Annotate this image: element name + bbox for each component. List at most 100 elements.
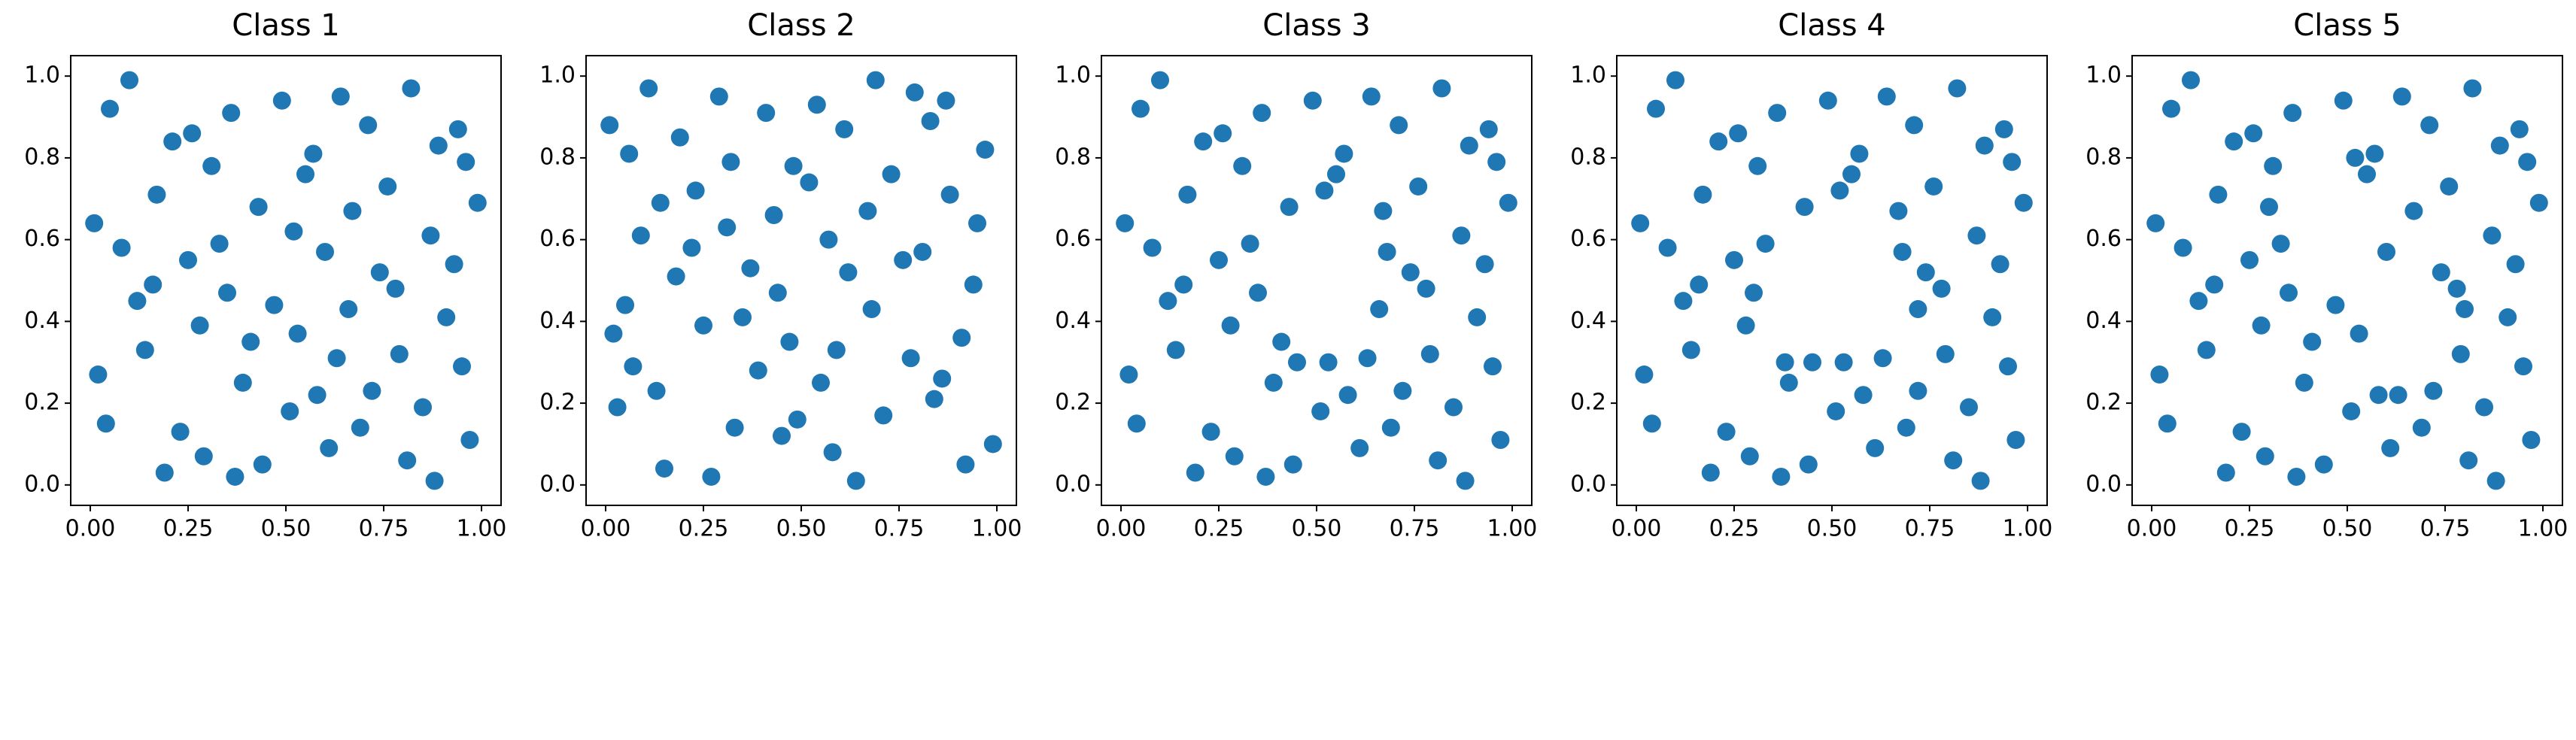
- point: [2369, 386, 2388, 405]
- point: [1740, 447, 1759, 466]
- point: [2314, 455, 2333, 474]
- y-tick-label: 1.0: [2085, 62, 2122, 89]
- point: [1967, 226, 1986, 245]
- x-tick-label: 0.75: [359, 516, 409, 542]
- point: [2483, 226, 2502, 245]
- x-tick-label: 0.50: [1292, 516, 1342, 542]
- point: [1487, 153, 1506, 171]
- point: [788, 410, 807, 429]
- point: [1174, 275, 1193, 294]
- point: [894, 250, 913, 269]
- point: [1452, 226, 1471, 245]
- point: [1748, 156, 1767, 175]
- point: [1994, 120, 2013, 138]
- point: [702, 467, 721, 486]
- point: [89, 365, 108, 384]
- point: [952, 329, 971, 347]
- subplot: Class 3 0.00 0.25 0.50 0.75 1.00 0.0 0.2 0.4 0.6 0…: [1055, 8, 1537, 542]
- point: [1756, 235, 1775, 253]
- y-tick-label: 0.2: [2085, 390, 2122, 416]
- point: [1429, 451, 1447, 470]
- point: [1776, 353, 1794, 372]
- point: [1803, 353, 1821, 372]
- point: [448, 120, 467, 138]
- point: [2346, 148, 2365, 167]
- point: [222, 104, 241, 123]
- point: [398, 451, 417, 470]
- y-tick-label: 0.6: [1055, 226, 1091, 252]
- point: [819, 230, 838, 249]
- point: [179, 250, 197, 269]
- point: [163, 132, 182, 151]
- point: [2456, 300, 2474, 319]
- point: [1143, 238, 1162, 257]
- y-tick-label: 0.8: [24, 144, 60, 170]
- point: [1283, 455, 1302, 474]
- x-tick-label: 0.75: [874, 516, 925, 542]
- point: [331, 87, 350, 106]
- point: [866, 71, 885, 89]
- point: [749, 361, 767, 380]
- point: [316, 242, 334, 261]
- point: [1745, 284, 1763, 302]
- point: [1374, 202, 1393, 220]
- point: [2404, 202, 2423, 220]
- point: [2334, 91, 2353, 110]
- y-tick-label: 1.0: [1055, 62, 1091, 89]
- point: [2350, 324, 2368, 343]
- point: [655, 459, 673, 478]
- point: [1417, 279, 1435, 298]
- point: [1420, 344, 1439, 363]
- point: [1893, 242, 1912, 261]
- point: [210, 235, 229, 253]
- point: [272, 91, 291, 110]
- point: [1303, 91, 1322, 110]
- y-tick-label: 0.0: [539, 471, 576, 497]
- point: [1658, 238, 1677, 257]
- point: [390, 344, 409, 363]
- point: [1499, 193, 1517, 212]
- x-tick-label: 1.00: [2003, 516, 2053, 542]
- x-tick-label: 0.25: [2225, 516, 2275, 542]
- point: [1280, 198, 1299, 217]
- point: [2216, 463, 2235, 482]
- point: [370, 263, 389, 282]
- point: [2225, 132, 2243, 151]
- point: [194, 447, 213, 466]
- point: [784, 156, 803, 175]
- y-tick-label: 0.4: [2085, 308, 2122, 334]
- point: [686, 181, 705, 200]
- point: [1432, 79, 1451, 98]
- x-tick-label: 0.25: [1194, 516, 1244, 542]
- point: [913, 242, 932, 261]
- subplot: Class 1 0.00 0.25 0.50 0.75 1.00 0.0 0.2 0.4 0.6 0…: [24, 8, 506, 542]
- point: [1909, 300, 1927, 319]
- x-tick-label: 0.25: [1709, 516, 1760, 542]
- point: [846, 472, 865, 490]
- point: [120, 71, 138, 89]
- point: [1362, 87, 1381, 106]
- x-tick-label: 1.00: [2518, 516, 2568, 542]
- point: [1736, 316, 1755, 335]
- point: [2295, 373, 2313, 392]
- point: [882, 165, 901, 183]
- subplot-title: Class 4: [1778, 8, 1885, 43]
- point: [976, 141, 995, 159]
- point: [1166, 341, 1185, 359]
- point: [1975, 136, 1994, 155]
- y-tick-label: 0.0: [1055, 471, 1091, 497]
- point: [1717, 423, 1736, 441]
- point: [112, 238, 131, 257]
- point: [721, 153, 740, 171]
- point: [2412, 418, 2431, 437]
- y-tick-label: 0.6: [24, 226, 60, 252]
- point: [1690, 275, 1709, 294]
- point: [639, 79, 658, 98]
- point: [378, 177, 397, 196]
- point: [155, 463, 174, 482]
- point: [363, 381, 381, 400]
- point: [780, 332, 799, 351]
- point: [1151, 71, 1169, 89]
- point: [2463, 79, 2482, 98]
- point: [921, 111, 940, 130]
